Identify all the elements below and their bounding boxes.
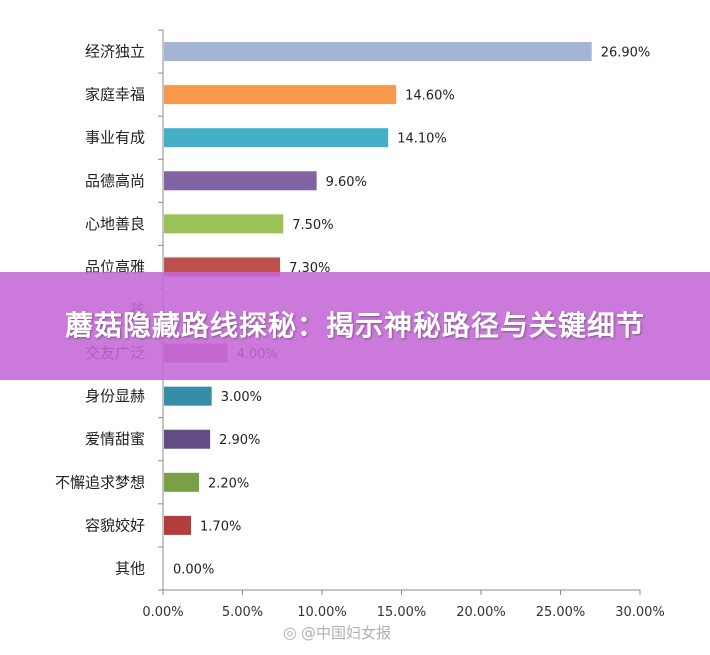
data-label: 2.20% bbox=[208, 476, 249, 491]
data-label: 0.00% bbox=[173, 562, 214, 577]
bar bbox=[164, 257, 281, 277]
category-label: 不懈追求梦想 bbox=[55, 473, 145, 491]
x-tick-label: 25.00% bbox=[536, 605, 586, 620]
x-tick-label: 15.00% bbox=[377, 605, 427, 620]
category-label: 爱情甜蜜 bbox=[85, 430, 145, 448]
data-label: 14.10% bbox=[397, 132, 447, 147]
x-tick-label: 5.00% bbox=[222, 605, 263, 620]
bar bbox=[164, 386, 212, 406]
data-label: 9.60% bbox=[326, 175, 367, 190]
watermark: ◎ @中国妇女报 bbox=[283, 622, 391, 643]
category-label: 经济独立 bbox=[85, 43, 145, 61]
category-label: 其他 bbox=[115, 559, 145, 577]
x-tick-label: 20.00% bbox=[456, 605, 506, 620]
category-label: 身份显赫 bbox=[85, 387, 145, 405]
data-label: 3.00% bbox=[221, 390, 262, 405]
category-label: 容貌姣好 bbox=[85, 516, 145, 534]
bar bbox=[164, 515, 192, 535]
category-label: 品位高雅 bbox=[85, 258, 145, 276]
x-tick-label: 10.00% bbox=[297, 605, 347, 620]
category-label: 心地善良 bbox=[85, 215, 145, 233]
title-banner: 蘑菇隐藏路线探秘：揭示神秘路径与关键细节 bbox=[0, 272, 710, 380]
x-tick-label: 30.00% bbox=[615, 605, 665, 620]
category-label: 品德高尚 bbox=[85, 172, 145, 190]
bar bbox=[164, 85, 397, 105]
category-label: 家庭幸福 bbox=[85, 86, 145, 104]
data-label: 7.50% bbox=[292, 218, 333, 233]
category-label: 事业有成 bbox=[85, 129, 145, 147]
bar bbox=[164, 472, 199, 492]
banner-title: 蘑菇隐藏路线探秘：揭示神秘路径与关键细节 bbox=[64, 309, 645, 342]
bar bbox=[164, 42, 592, 62]
data-label: 1.70% bbox=[200, 519, 241, 534]
data-label: 26.90% bbox=[601, 46, 651, 61]
bar bbox=[164, 429, 211, 449]
data-label: 14.60% bbox=[405, 89, 455, 104]
x-tick-label: 0.00% bbox=[142, 605, 183, 620]
bar bbox=[164, 214, 284, 234]
weibo-icon: ◎ bbox=[283, 623, 297, 642]
bar bbox=[164, 128, 389, 148]
watermark-text: @中国妇女报 bbox=[300, 624, 391, 642]
bar bbox=[164, 171, 317, 191]
data-label: 2.90% bbox=[219, 433, 260, 448]
